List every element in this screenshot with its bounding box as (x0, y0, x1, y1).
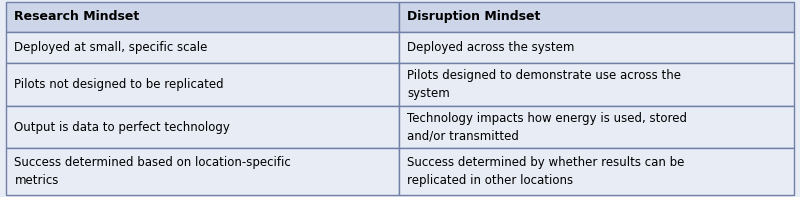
Bar (399, 2, 794, 32)
Bar (399, 32, 794, 63)
Text: Pilots not designed to be replicated: Pilots not designed to be replicated (14, 78, 224, 91)
Text: Research Mindset: Research Mindset (14, 10, 140, 23)
Bar (399, 148, 794, 195)
Bar (6, 2, 399, 32)
Bar (399, 106, 794, 148)
Text: Success determined based on location-specific
metrics: Success determined based on location-spe… (14, 156, 291, 187)
Text: Deployed at small, specific scale: Deployed at small, specific scale (14, 41, 208, 54)
Text: Technology impacts how energy is used, stored
and/or transmitted: Technology impacts how energy is used, s… (407, 112, 687, 143)
Bar (6, 32, 399, 63)
Bar (399, 63, 794, 106)
Text: Output is data to perfect technology: Output is data to perfect technology (14, 121, 230, 134)
Bar (6, 148, 399, 195)
Text: Deployed across the system: Deployed across the system (407, 41, 574, 54)
Text: Disruption Mindset: Disruption Mindset (407, 10, 541, 23)
Bar (6, 63, 399, 106)
Text: Success determined by whether results can be
replicated in other locations: Success determined by whether results ca… (407, 156, 685, 187)
Bar (6, 106, 399, 148)
Text: Pilots designed to demonstrate use across the
system: Pilots designed to demonstrate use acros… (407, 69, 682, 100)
